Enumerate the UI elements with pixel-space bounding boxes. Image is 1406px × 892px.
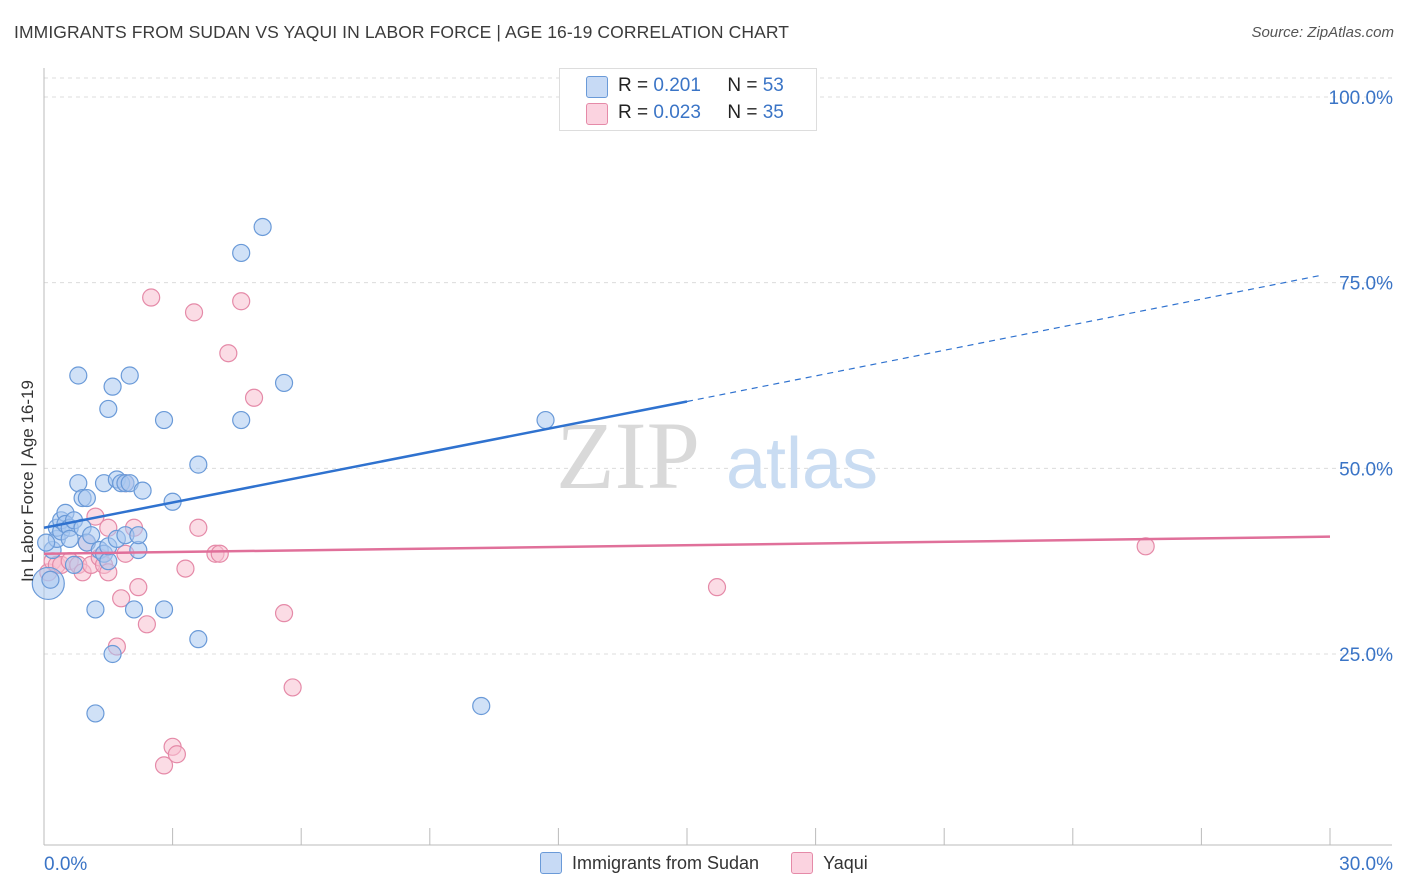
yaqui-point — [112, 589, 131, 608]
x-tick-label: 30.0% — [1339, 854, 1393, 875]
sudan-point — [99, 399, 118, 419]
yaqui-point — [283, 678, 302, 697]
yaqui-point — [189, 518, 208, 537]
sudan-points — [31, 217, 555, 723]
sudan-point — [536, 410, 555, 430]
legend-swatch-sudan — [540, 852, 562, 874]
legend-n-value: 35 — [762, 102, 784, 123]
yaqui-point — [707, 578, 727, 597]
legend-n-value: 53 — [762, 75, 784, 96]
sudan-point — [64, 555, 84, 574]
sudan-point — [77, 488, 96, 508]
legend-label-sudan: Immigrants from Sudan — [572, 852, 760, 873]
yaqui-point — [142, 288, 161, 307]
y-tick-label: 100.0% — [1329, 88, 1394, 109]
axes — [43, 68, 1392, 846]
sudan-point — [232, 243, 251, 263]
sudan-point — [86, 704, 105, 723]
legend-n-label: N = — [727, 75, 758, 96]
sudan-point — [253, 217, 272, 237]
yaqui-point — [137, 615, 156, 634]
sudan-point — [82, 526, 101, 545]
y-tick-label: 50.0% — [1339, 459, 1393, 480]
yaqui-point — [129, 578, 148, 597]
sudan-point — [189, 630, 208, 649]
legend-r-label: R = — [618, 102, 649, 123]
watermark: ZIP atlas — [556, 402, 878, 509]
tick-labels: 25.0% 50.0% 75.0% 100.0% 0.0% 30.0% — [44, 88, 1393, 875]
yaqui-point — [154, 756, 174, 775]
trend-lines — [43, 274, 1331, 555]
y-axis-label-wrap: In Labor Force | Age 16-19 — [16, 350, 46, 590]
yaqui-point — [244, 388, 264, 407]
sudan-point — [133, 481, 152, 500]
legend-item-sudan[interactable]: Immigrants from Sudan — [540, 852, 759, 874]
legend-r-label: R = — [618, 75, 649, 96]
x-tick-label: 0.0% — [44, 854, 87, 875]
watermark-atlas: atlas — [726, 424, 878, 504]
chart-title: IMMIGRANTS FROM SUDAN VS YAQUI IN LABOR … — [14, 22, 790, 42]
sudan-point — [274, 373, 294, 393]
yaqui-point — [210, 544, 229, 563]
watermark-zip: ZIP — [556, 402, 700, 509]
sudan-point — [37, 533, 56, 552]
yaqui-point — [219, 344, 238, 363]
yaqui-point — [167, 745, 186, 764]
sudan-trend-line — [43, 400, 688, 529]
sudan-trend-extension — [686, 274, 1322, 403]
yaqui-point — [176, 559, 195, 578]
legend-swatch-yaqui — [791, 852, 814, 874]
yaqui-trend-line — [43, 535, 1331, 555]
sudan-point — [129, 526, 148, 545]
yaqui-point — [274, 604, 294, 623]
sudan-point — [120, 366, 139, 385]
sudan-point — [189, 455, 208, 474]
sudan-point — [60, 529, 79, 548]
grid-lines — [44, 77, 1392, 655]
legend-n-label: N = — [727, 102, 758, 123]
yaqui-point — [1136, 537, 1155, 556]
chart-source: Source: ZipAtlas.com — [1251, 24, 1394, 41]
sudan-point — [154, 600, 174, 619]
sudan-point — [69, 366, 88, 385]
yaqui-point — [184, 303, 204, 322]
legend-swatch-sudan — [586, 76, 608, 98]
series-legend: Immigrants from Sudan Yaqui — [540, 852, 900, 874]
legend-r-value: 0.023 — [653, 102, 701, 123]
legend-item-yaqui[interactable]: Yaqui — [791, 852, 868, 874]
sudan-point — [154, 410, 174, 430]
yaqui-point — [232, 292, 251, 311]
sudan-point — [41, 570, 60, 589]
sudan-point — [86, 600, 105, 619]
sudan-point — [232, 410, 251, 430]
yaqui-points — [39, 288, 1155, 775]
legend-r-value: 0.201 — [653, 75, 701, 96]
y-tick-label: 75.0% — [1339, 274, 1393, 295]
sudan-point — [124, 600, 144, 619]
sudan-point — [472, 696, 491, 716]
y-axis-label: In Labor Force | Age 16-19 — [18, 380, 37, 582]
legend-swatch-yaqui — [586, 103, 608, 125]
sudan-point — [103, 644, 122, 664]
legend-label-yaqui: Yaqui — [823, 852, 868, 873]
y-tick-label: 25.0% — [1339, 645, 1393, 666]
sudan-point — [103, 377, 122, 396]
correlation-legend: R = 0.201 N = 53 R = 0.023 N = 35 — [559, 68, 817, 131]
